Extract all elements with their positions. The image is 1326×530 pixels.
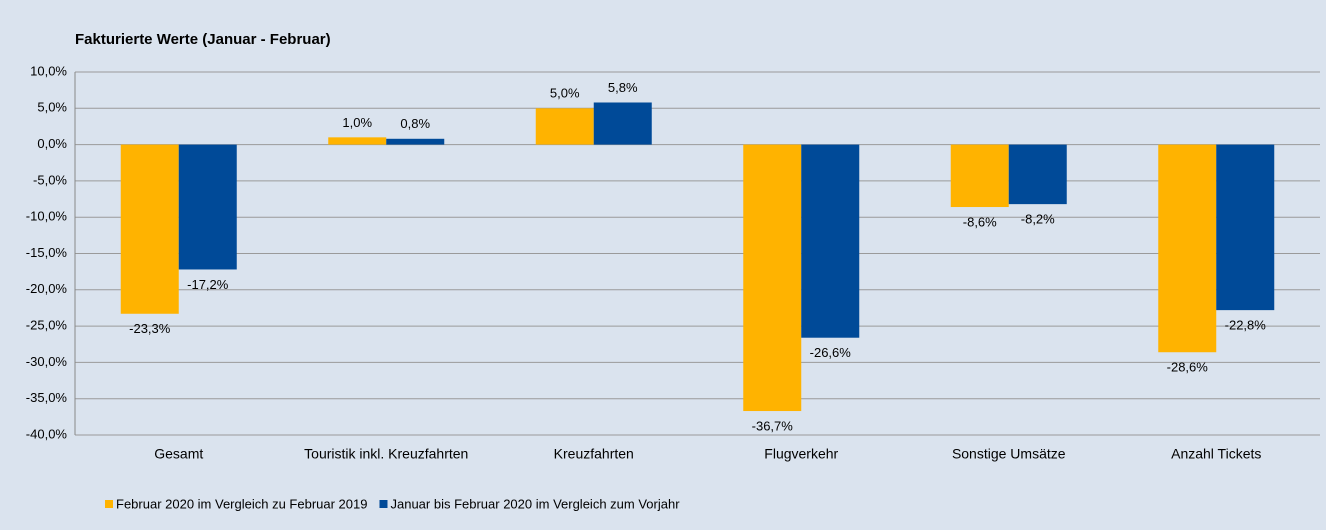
data-label: -36,7% — [752, 418, 794, 433]
chart-title: Fakturierte Werte (Januar - Februar) — [75, 31, 331, 48]
y-tick-label: -20,0% — [26, 281, 68, 296]
x-tick-label: Gesamt — [154, 446, 203, 462]
bar — [535, 108, 594, 145]
y-tick-label: -25,0% — [26, 318, 68, 333]
bar — [1216, 144, 1275, 311]
bar — [950, 144, 1009, 208]
bar — [328, 137, 387, 145]
y-tick-label: -15,0% — [26, 245, 68, 260]
bar — [801, 144, 860, 338]
y-tick-label: -40,0% — [26, 426, 68, 441]
legend-swatch — [105, 500, 113, 508]
data-label: -22,8% — [1225, 318, 1267, 333]
x-tick-label: Anzahl Tickets — [1171, 446, 1261, 462]
x-tick-label: Sonstige Umsätze — [952, 446, 1066, 462]
data-label: -28,6% — [1167, 360, 1209, 375]
data-label: 5,8% — [608, 80, 638, 95]
data-label: 5,0% — [550, 86, 580, 101]
data-label: -8,6% — [963, 214, 997, 229]
legend-swatch — [379, 500, 388, 508]
bar — [120, 144, 179, 314]
bar — [743, 144, 802, 412]
data-label: -8,2% — [1021, 212, 1055, 227]
y-tick-label: -10,0% — [26, 209, 68, 224]
legend-label: Februar 2020 im Vergleich zu Februar 201… — [116, 496, 367, 511]
data-label: -26,6% — [810, 345, 852, 360]
y-tick-label: -30,0% — [26, 354, 68, 369]
legend-label: Januar bis Februar 2020 im Vergleich zum… — [390, 496, 680, 511]
y-tick-label: 0,0% — [37, 136, 67, 151]
y-tick-label: -35,0% — [26, 390, 68, 405]
y-tick-label: 5,0% — [37, 100, 67, 115]
bar — [1158, 144, 1217, 353]
data-label: 0,8% — [400, 116, 430, 131]
x-tick-label: Touristik inkl. Kreuzfahrten — [304, 446, 468, 462]
y-tick-label: 10,0% — [30, 63, 67, 78]
y-tick-label: -5,0% — [33, 172, 67, 187]
data-label: -23,3% — [129, 321, 171, 336]
bar — [593, 102, 652, 145]
x-tick-label: Kreuzfahrten — [554, 446, 634, 462]
bar — [386, 138, 445, 145]
x-tick-label: Flugverkehr — [764, 446, 838, 462]
data-label: 1,0% — [342, 115, 372, 130]
bar — [1008, 144, 1067, 205]
bar — [178, 144, 237, 270]
data-label: -17,2% — [187, 277, 229, 292]
